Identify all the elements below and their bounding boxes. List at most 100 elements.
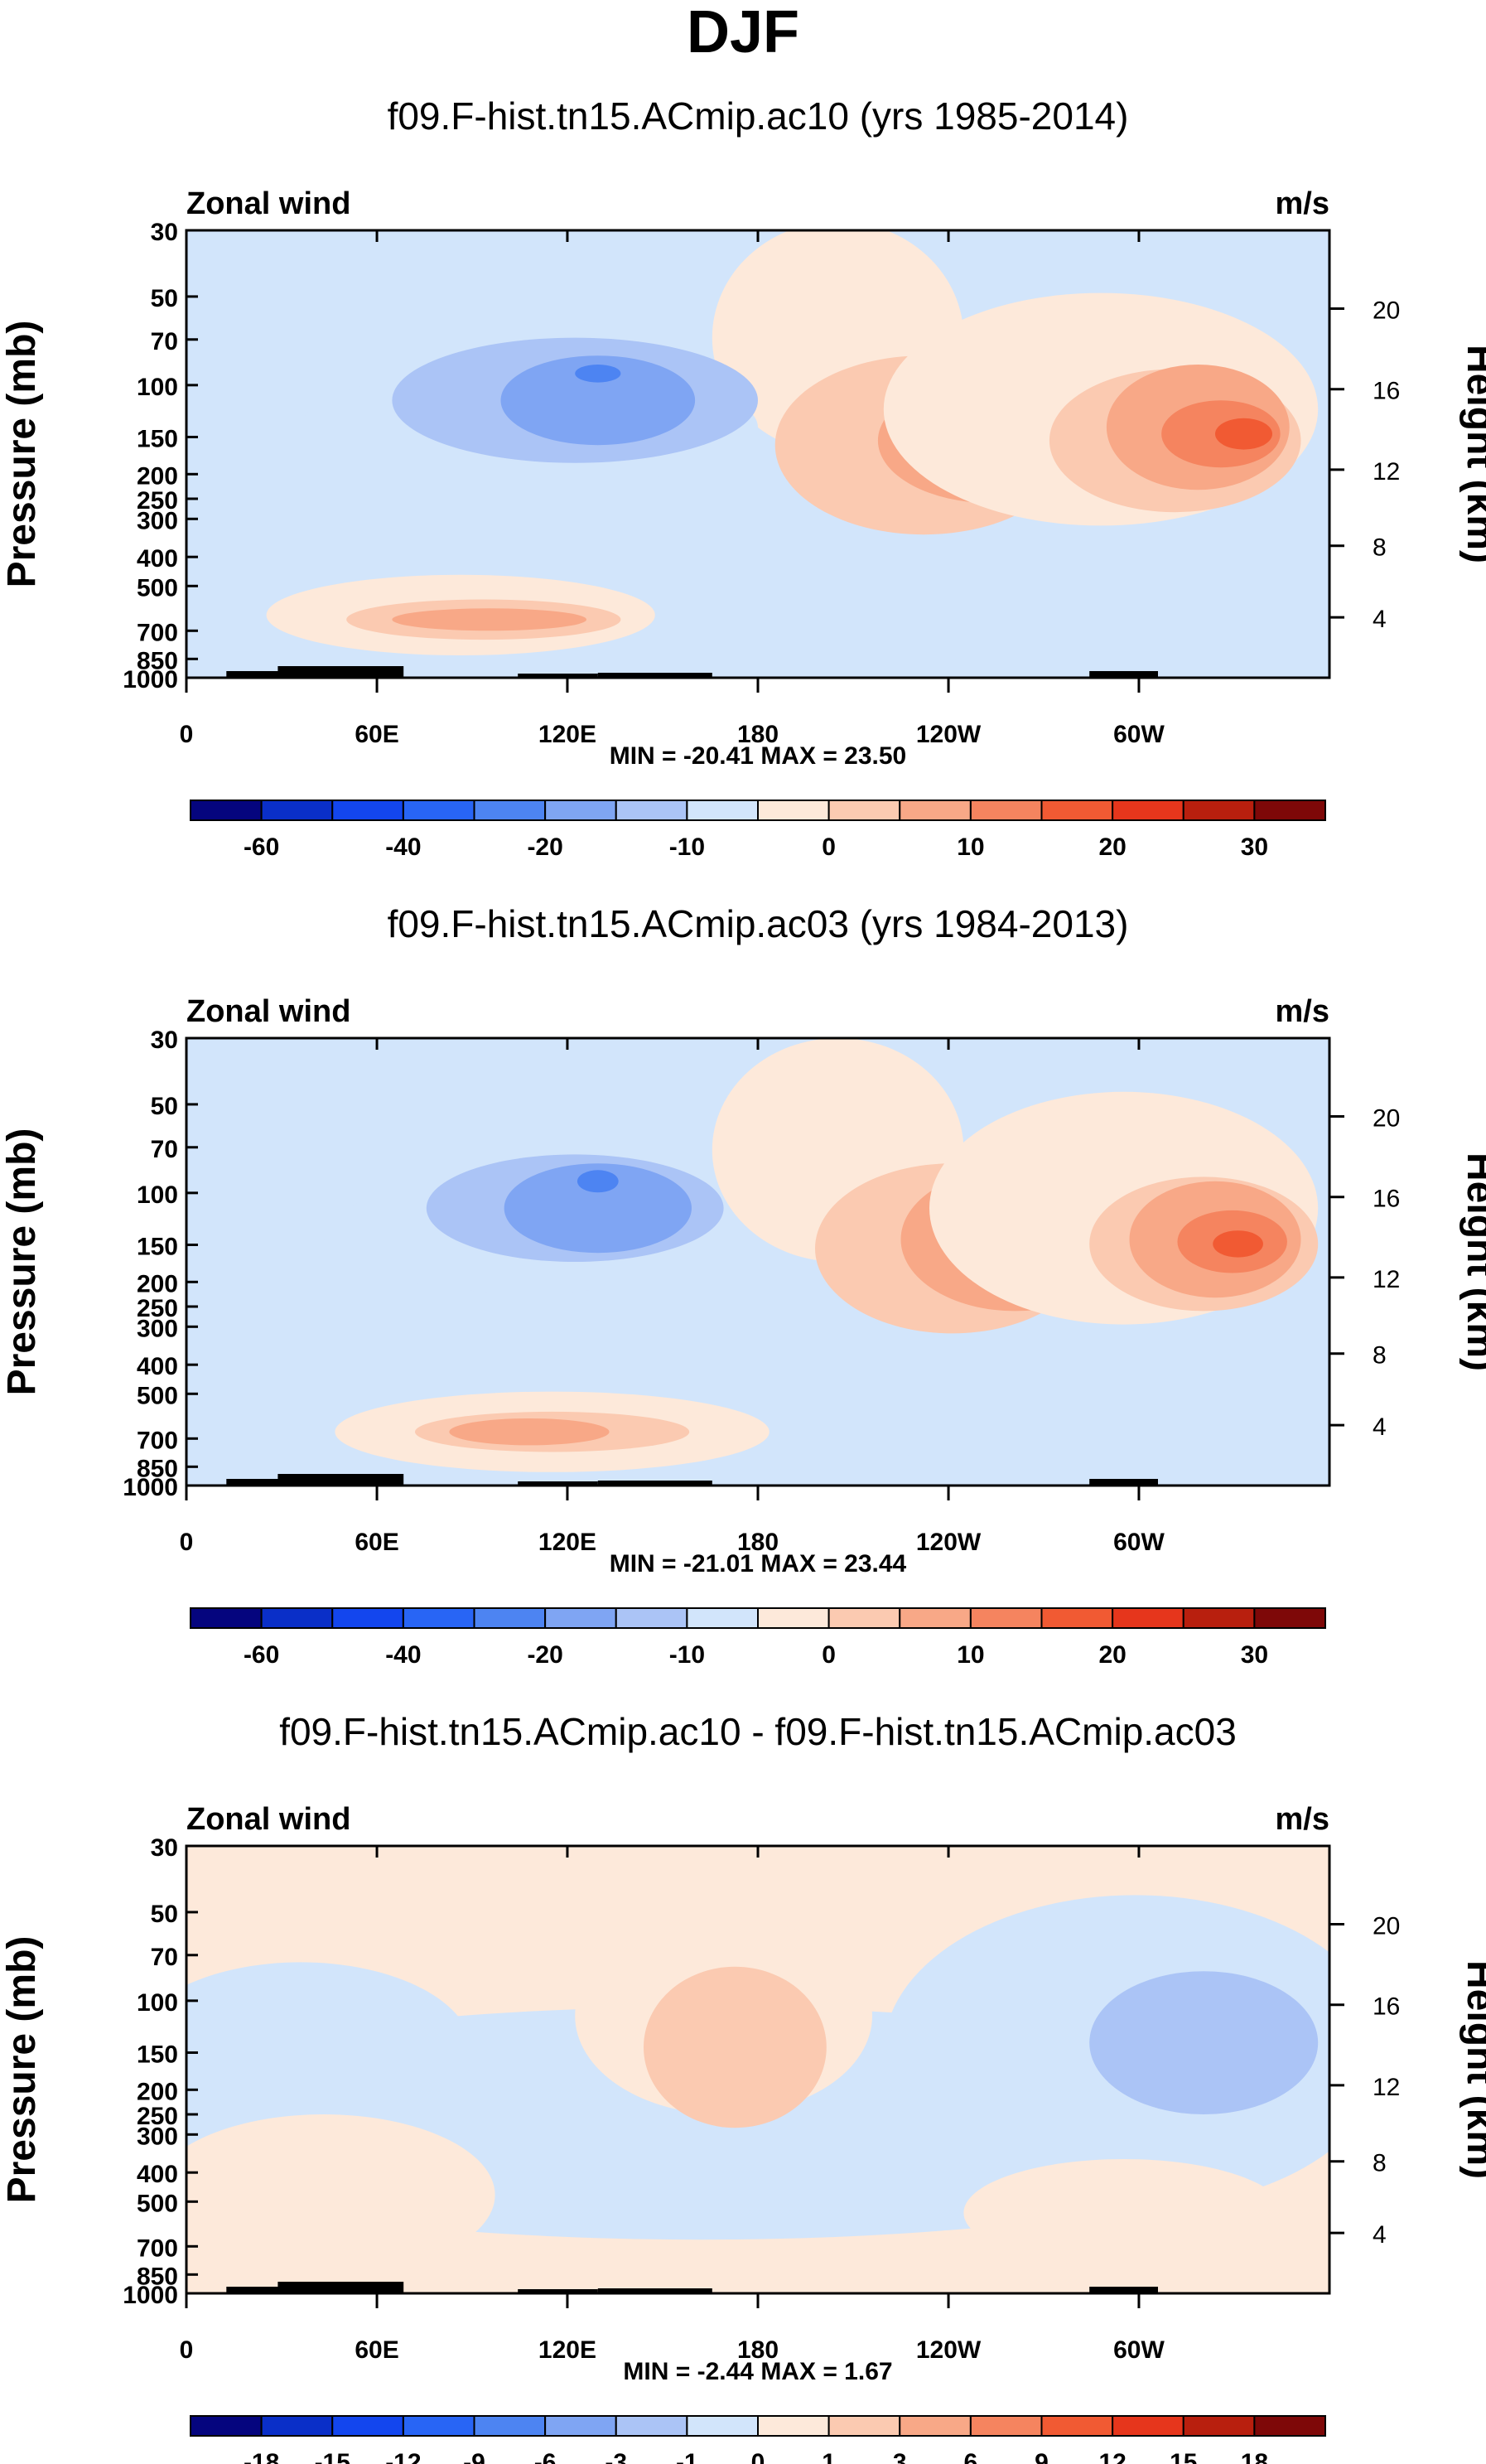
pressure-tick-label: 250 — [137, 1295, 178, 1322]
contour-diff-pos-low-right — [963, 2159, 1284, 2267]
y-axis-label: Pressure (mb) — [0, 1128, 44, 1396]
colorbar-box — [190, 2415, 263, 2437]
colorbar-box — [969, 800, 1043, 821]
pressure-tick-label: 150 — [137, 2041, 178, 2068]
topography — [1089, 2287, 1158, 2293]
colorbar-box — [757, 1607, 830, 1629]
pressure-tick-label: 100 — [137, 374, 178, 401]
colorbar-box — [1040, 1607, 1114, 1629]
panel-title: f09.F-hist.tn15.ACmip.ac10 - f09.F-hist.… — [279, 1710, 1237, 1753]
units-label: m/s — [1276, 186, 1329, 221]
pressure-tick-label: 300 — [137, 507, 178, 534]
panel-3: f09.F-hist.tn15.ACmip.ac10 - f09.F-hist.… — [0, 1710, 1486, 2464]
panel-1: f09.F-hist.tn15.ACmip.ac10 (yrs 1985-201… — [0, 94, 1486, 861]
lon-tick-label: 60W — [1113, 721, 1165, 748]
colorbar-label: -3 — [605, 2449, 627, 2464]
colorbar-label: 10 — [957, 1641, 984, 1669]
topography — [518, 1481, 598, 1486]
colorbar-label: 0 — [751, 2449, 765, 2464]
units-label: m/s — [1276, 1802, 1329, 1837]
y-axis-label-right: Height (km) — [1459, 1152, 1486, 1371]
lon-tick-label: 120W — [916, 2336, 982, 2364]
panel-title: f09.F-hist.tn15.ACmip.ac03 (yrs 1984-201… — [388, 902, 1129, 945]
colorbar-label: -18 — [244, 2449, 279, 2464]
contour-field — [186, 230, 1329, 678]
colorbar-box — [686, 2415, 759, 2437]
colorbar-box — [1253, 800, 1326, 821]
colorbar-box — [1112, 1607, 1184, 1629]
pressure-tick-label: 50 — [151, 1901, 178, 1928]
colorbar-label: -12 — [385, 2449, 421, 2464]
colorbar-box — [969, 2415, 1043, 2437]
pressure-tick-label: 500 — [137, 2190, 178, 2217]
colorbar-box — [686, 1607, 759, 1629]
pressure-tick-label: 70 — [151, 1136, 178, 1163]
colorbar-box — [402, 2415, 475, 2437]
pressure-tick-label: 30 — [151, 1834, 178, 1862]
colorbar-box — [1253, 2415, 1326, 2437]
colorbar-box — [1112, 2415, 1184, 2437]
height-tick-label: 20 — [1373, 1913, 1400, 1940]
colorbar-box — [969, 1607, 1043, 1629]
colorbar-box — [1040, 800, 1114, 821]
topography — [597, 2288, 712, 2293]
pressure-tick-label: 500 — [137, 574, 178, 602]
colorbar-label: 12 — [1098, 2449, 1126, 2464]
lon-tick-label: 0 — [180, 1529, 194, 1556]
contour-tropical-easterly — [504, 1163, 692, 1254]
colorbar-box — [544, 2415, 617, 2437]
colorbar-label: 6 — [964, 2449, 978, 2464]
pressure-tick-label: 50 — [151, 1093, 178, 1120]
pressure-tick-label: 1000 — [123, 2282, 178, 2309]
contour-low-level-west — [449, 1418, 610, 1446]
topography — [518, 2289, 598, 2293]
colorbar-label: 20 — [1098, 833, 1126, 861]
colorbar-label: 1 — [822, 2449, 836, 2464]
pressure-tick-label: 200 — [137, 462, 178, 490]
lon-tick-label: 120W — [916, 1529, 982, 1556]
colorbar-box — [402, 800, 475, 821]
colorbar-label: 18 — [1241, 2449, 1268, 2464]
lon-tick-label: 120E — [538, 721, 596, 748]
figure-title: DJF — [686, 0, 800, 65]
colorbar-label: 3 — [893, 2449, 907, 2464]
pressure-tick-label: 500 — [137, 1382, 178, 1409]
height-tick-label: 20 — [1373, 1105, 1400, 1133]
contour-low-level-west — [392, 608, 586, 631]
contour-field — [186, 1038, 1329, 1486]
pressure-tick-label: 250 — [137, 2103, 178, 2130]
pressure-tick-label: 70 — [151, 328, 178, 355]
contour-atlantic-jet — [1213, 1230, 1263, 1258]
contour-diff-neg-west — [186, 1962, 472, 2142]
height-tick-label: 8 — [1373, 534, 1387, 562]
height-tick-label: 8 — [1373, 1342, 1387, 1370]
lon-tick-label: 180 — [737, 2336, 779, 2364]
colorbar-label: 15 — [1170, 2449, 1197, 2464]
colorbar-box — [899, 800, 972, 821]
pressure-tick-label: 400 — [137, 545, 178, 573]
colorbar-box — [899, 2415, 972, 2437]
colorbar-label: -20 — [527, 1641, 562, 1669]
colorbar-box — [260, 2415, 334, 2437]
height-tick-label: 4 — [1373, 1413, 1387, 1441]
contour-low-level-east — [792, 1454, 953, 1481]
contour-diff-pos-low-left — [186, 2114, 495, 2276]
colorbar-box — [473, 800, 547, 821]
pressure-tick-label: 1000 — [123, 666, 178, 693]
colorbar-label: 30 — [1241, 1641, 1268, 1669]
topography — [1089, 671, 1158, 678]
height-tick-label: 20 — [1373, 297, 1400, 325]
colorbar-label: 10 — [957, 833, 984, 861]
pressure-tick-label: 70 — [151, 1944, 178, 1971]
min-max-stats: MIN = -20.41 MAX = 23.50 — [610, 742, 907, 770]
topography — [277, 666, 404, 678]
contour-tropical-easterly — [577, 1170, 619, 1193]
colorbar-box — [260, 1607, 334, 1629]
colorbar-box — [827, 2415, 901, 2437]
lon-tick-label: 120E — [538, 1529, 596, 1556]
colorbar-box — [331, 1607, 404, 1629]
panel-title: f09.F-hist.tn15.ACmip.ac10 (yrs 1985-201… — [388, 94, 1129, 138]
colorbar-box — [1112, 800, 1184, 821]
colorbar-box — [757, 800, 830, 821]
contour-diff-pos-pacific — [644, 1966, 827, 2128]
